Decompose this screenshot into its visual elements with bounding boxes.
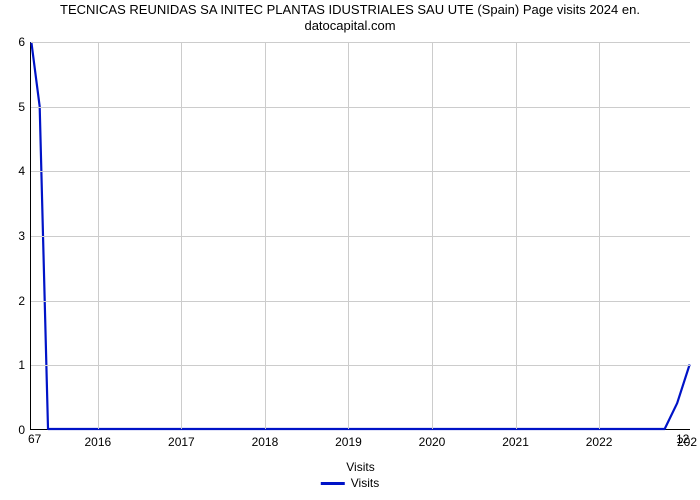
gridline-v xyxy=(181,42,182,429)
ytick-label: 5 xyxy=(18,100,25,114)
legend: Visits xyxy=(321,476,379,490)
ytick-label: 4 xyxy=(18,164,25,178)
gridline-v xyxy=(98,42,99,429)
legend-swatch xyxy=(321,482,345,485)
gridline-v xyxy=(265,42,266,429)
chart-container: TECNICAS REUNIDAS SA INITEC PLANTAS IDUS… xyxy=(0,0,700,500)
x-axis-label: Visits xyxy=(346,460,374,474)
xtick-label: 2018 xyxy=(252,435,279,449)
ytick-label: 6 xyxy=(18,35,25,49)
ytick-label: 1 xyxy=(18,358,25,372)
outside-label-left: 67 xyxy=(28,432,41,446)
xtick-label: 2021 xyxy=(502,435,529,449)
gridline-v xyxy=(348,42,349,429)
ytick-label: 0 xyxy=(18,423,25,437)
xtick-label: 2020 xyxy=(419,435,446,449)
gridline-h xyxy=(31,301,690,302)
ytick-label: 3 xyxy=(18,229,25,243)
gridline-h xyxy=(31,236,690,237)
xtick-label: 2017 xyxy=(168,435,195,449)
xtick-label: 2019 xyxy=(335,435,362,449)
xtick-label: 2016 xyxy=(84,435,111,449)
gridline-h xyxy=(31,365,690,366)
legend-label: Visits xyxy=(351,476,379,490)
gridline-v xyxy=(516,42,517,429)
gridline-h xyxy=(31,42,690,43)
chart-title: TECNICAS REUNIDAS SA INITEC PLANTAS IDUS… xyxy=(0,2,700,35)
gridline-v xyxy=(599,42,600,429)
xtick-label: 2022 xyxy=(586,435,613,449)
gridline-v xyxy=(432,42,433,429)
outside-label-right: 12 xyxy=(676,432,689,446)
plot-area: 01234562016201720182019202020212022202Vi… xyxy=(30,42,690,430)
gridline-h xyxy=(31,171,690,172)
ytick-label: 2 xyxy=(18,294,25,308)
gridline-h xyxy=(31,107,690,108)
